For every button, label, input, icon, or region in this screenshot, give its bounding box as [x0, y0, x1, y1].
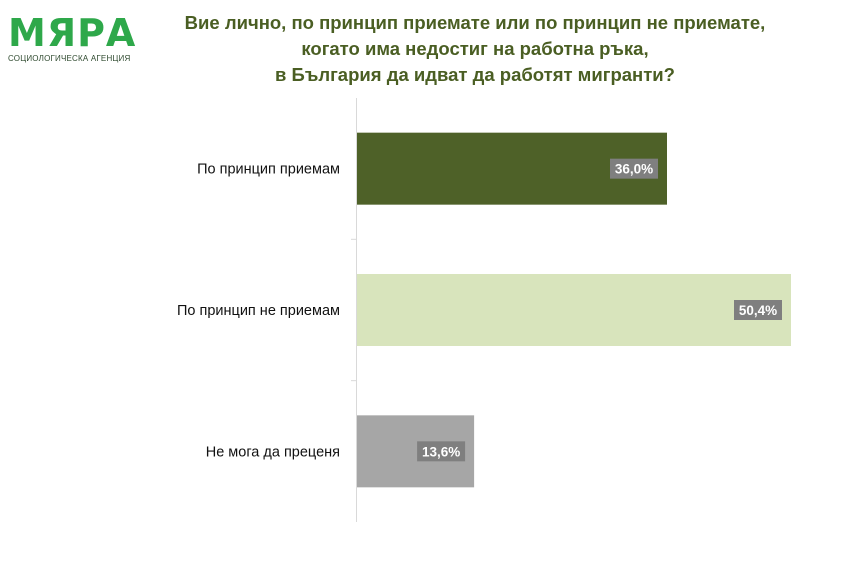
chart-title: Вие лично, по принцип приемате или по пр… — [150, 10, 800, 88]
value-label-box-1 — [610, 158, 658, 179]
value-label-2: 50,4% — [739, 303, 777, 318]
category-label-2: По принцип не приемам — [177, 303, 340, 319]
logo-subtitle: СОЦИОЛОГИЧЕСКА АГЕНЦИЯ — [8, 54, 131, 63]
value-label-box-3 — [417, 441, 466, 462]
chart-title-line-1: Вие лично, по принцип приемате или по пр… — [184, 12, 766, 33]
bar-2 — [357, 274, 791, 346]
chart-title-line-3: в България да идват да работят мигранти? — [275, 64, 675, 85]
value-label-3: 13,6% — [422, 444, 460, 459]
value-label-1: 36,0% — [615, 162, 653, 177]
logo-wordmark: МЯРА — [8, 11, 137, 55]
category-label-3: Не мога да преценя — [206, 444, 340, 460]
logo: МЯРА СОЦИОЛОГИЧЕСКА АГЕНЦИЯ — [8, 14, 136, 63]
chart-title-line-2: когато има недостиг на работна ръка, — [301, 38, 649, 59]
category-label-1: По принцип приемам — [197, 162, 340, 178]
value-label-box-2 — [734, 300, 782, 320]
